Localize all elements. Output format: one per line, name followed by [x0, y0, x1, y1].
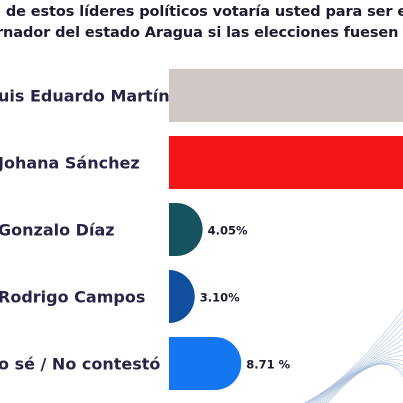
bar [169, 203, 203, 256]
wave-line [317, 355, 403, 403]
category-label: Rodrigo Campos [0, 288, 145, 307]
bar [169, 136, 403, 189]
category-label: o sé / No contestó [0, 355, 160, 374]
data-label: 4.05% [208, 224, 248, 238]
wave-line [310, 333, 403, 403]
wave-line [327, 363, 403, 403]
wave-line [303, 308, 403, 403]
bar [169, 337, 242, 390]
wave-line [312, 339, 403, 403]
chart-title-line-2: rnador del estado Aragua si las eleccion… [0, 25, 403, 41]
wave-line [313, 344, 403, 403]
chart-title: l de estos líderes políticos votaría ust… [0, 2, 403, 44]
data-label: 3.10% [200, 291, 240, 305]
data-label: 8.71 % [246, 358, 290, 372]
wave-line [315, 350, 403, 403]
category-label: Johana Sánchez [0, 154, 140, 173]
wave-line [308, 327, 403, 403]
bar [169, 69, 403, 122]
wave-line [306, 321, 403, 403]
category-label: Gonzalo Díaz [0, 221, 115, 240]
wave-line [319, 359, 403, 403]
bars-group: uis Eduardo Martínez Johana Sánchez Gonzal… [0, 69, 403, 390]
wave-mesh-decoration [303, 308, 403, 403]
bar [169, 270, 195, 323]
category-label: uis Eduardo Martínez [0, 87, 190, 106]
chart-title-line-1: l de estos líderes políticos votaría ust… [0, 4, 403, 20]
wave-line [305, 315, 403, 403]
